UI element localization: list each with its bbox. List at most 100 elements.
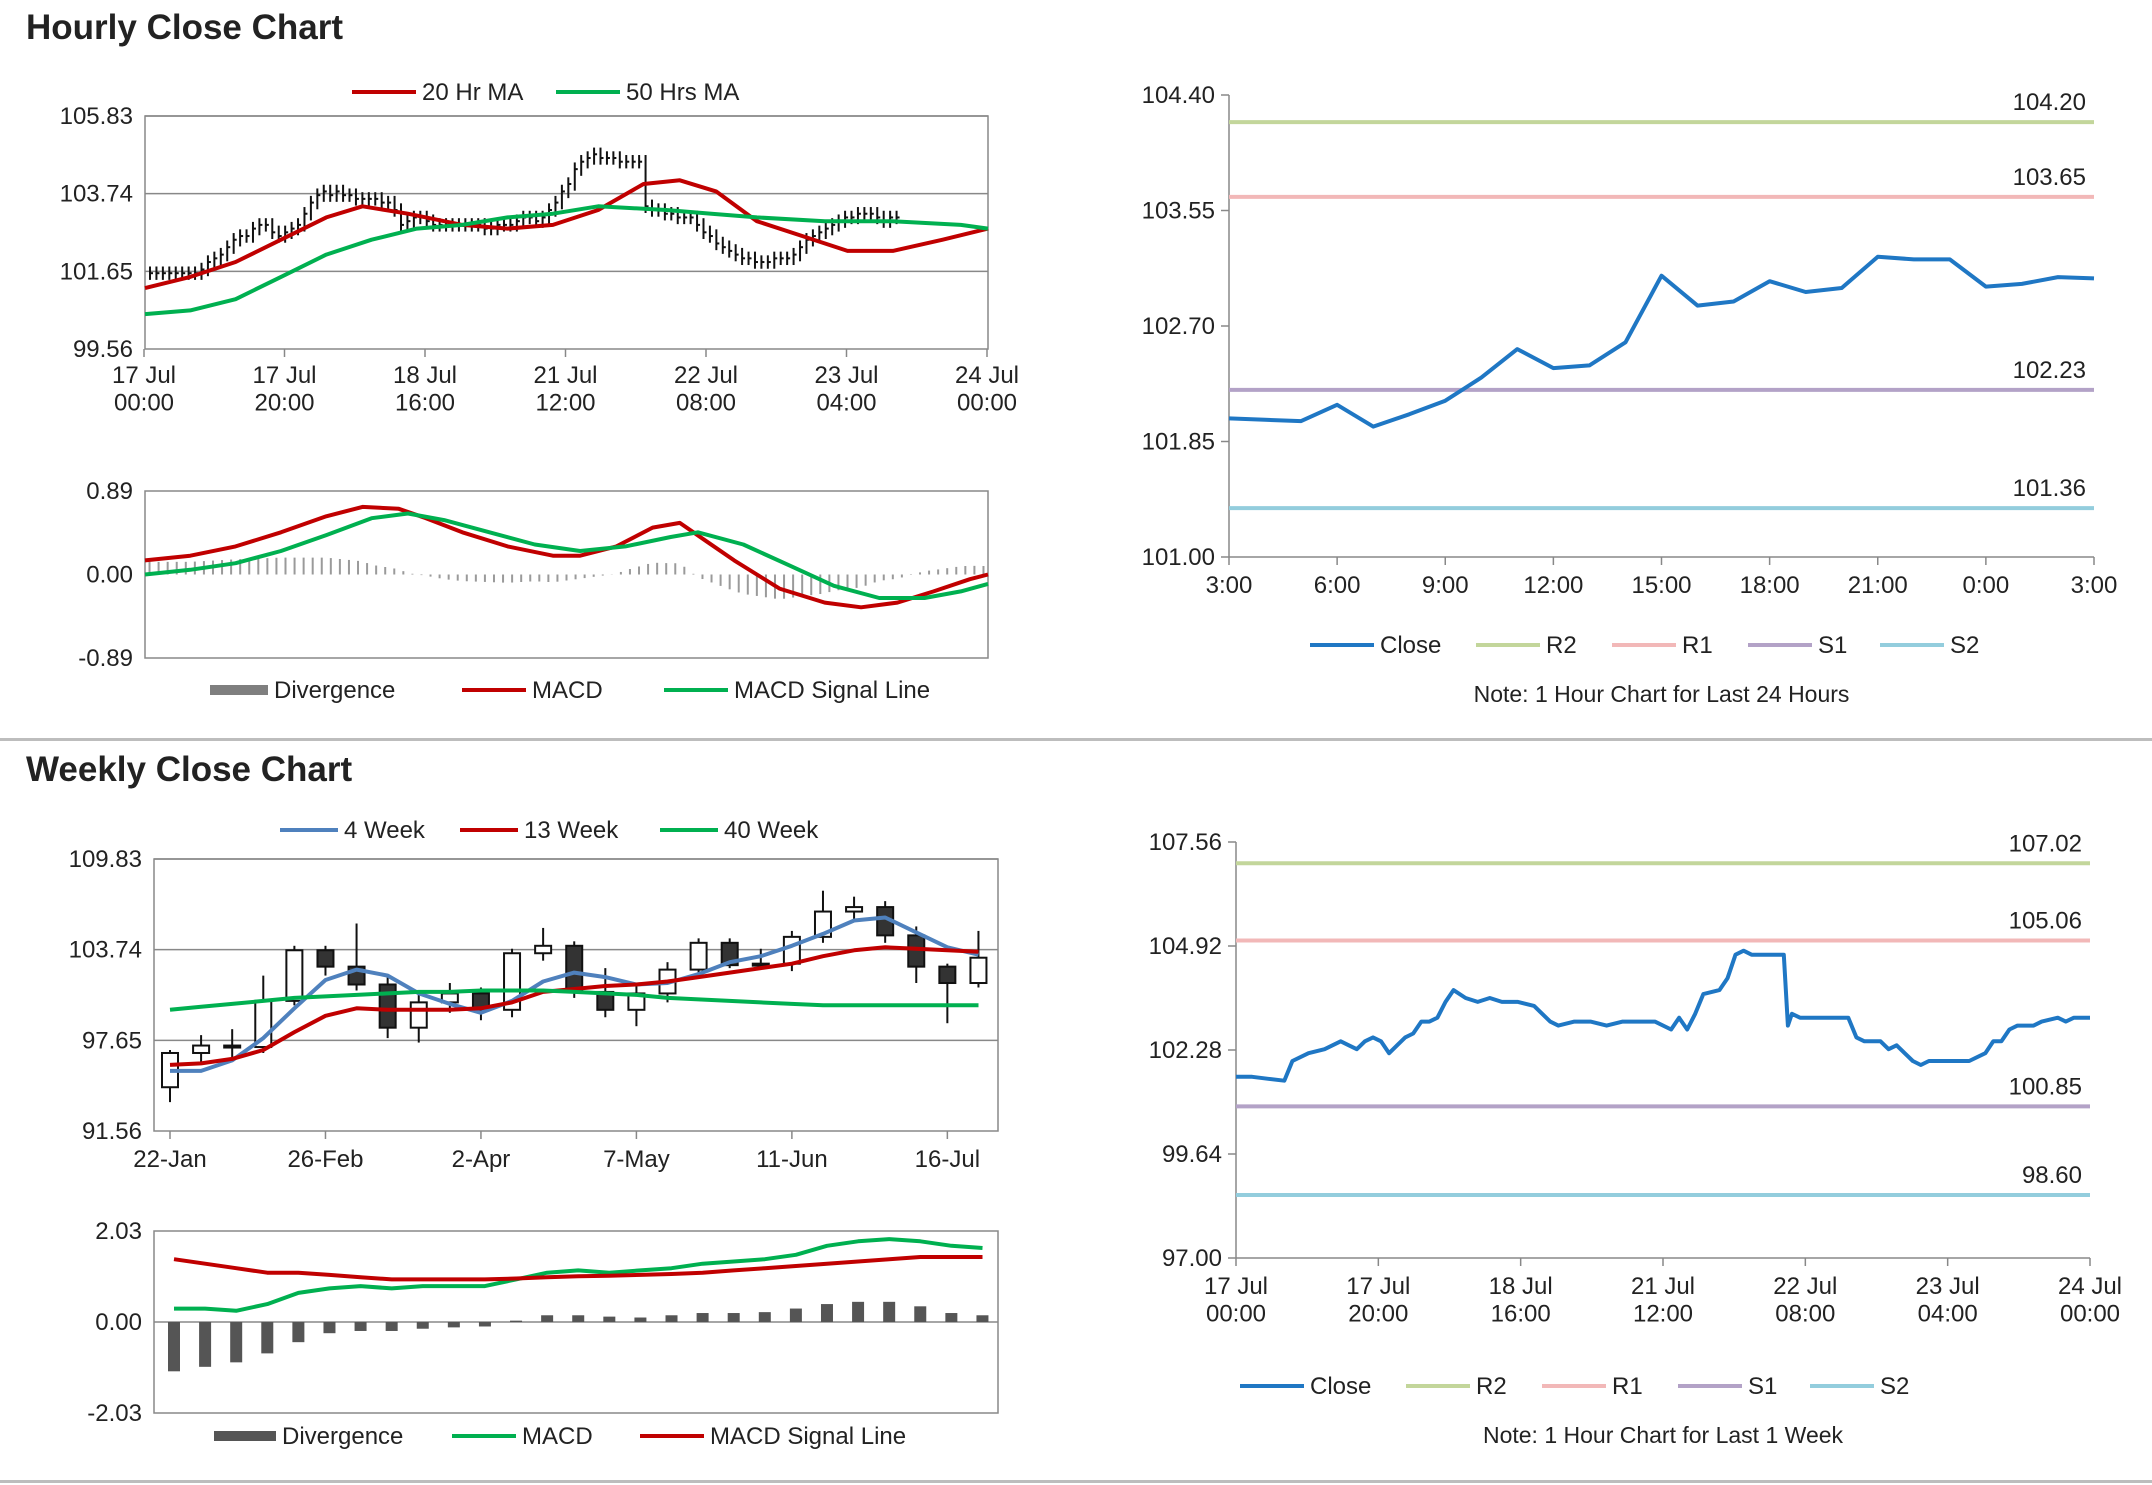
weekly-macd-divergence-bar	[199, 1322, 212, 1367]
hourly-price-bars	[149, 147, 900, 280]
weekly-price-xtick: 16-Jul	[915, 1146, 980, 1173]
weekly-price-candle-body	[223, 1044, 242, 1049]
hourly-price-xtick: 23 Jul 04:00	[814, 362, 878, 417]
weekly-price-legend-13week: 13 Week	[524, 817, 619, 844]
weekly-price-xtick: 7-May	[603, 1146, 670, 1173]
hourly-close-ytick: 101.85	[1142, 429, 1215, 456]
weekly-price-candle-body	[503, 952, 522, 1011]
hourly-section-title: Hourly Close Chart	[26, 8, 343, 47]
hourly-close-xtick: 18:00	[1740, 572, 1800, 599]
weekly-macd-divergence-bar	[914, 1306, 927, 1322]
hourly-price-xtick: 17 Jul 20:00	[252, 362, 316, 417]
hourly-close-ytick: 104.40	[1142, 82, 1215, 109]
weekly-macd-divergence-bar	[883, 1301, 896, 1322]
weekly-macd-legend-divergence-swatch	[214, 1431, 276, 1441]
hourly-close-legend-s1: S1	[1818, 632, 1847, 659]
hourly-price-ytick: 101.65	[60, 258, 133, 285]
hourly-close-ytick: 103.55	[1142, 198, 1215, 225]
weekly-price-series-13week	[169, 945, 979, 1067]
weekly-price-candle-body	[409, 1001, 428, 1029]
weekly-macd-ytick: 0.00	[95, 1309, 142, 1336]
weekly-close-xtick: 22 Jul 08:00	[1773, 1273, 1837, 1328]
hourly-price-ytick: 103.74	[60, 181, 133, 208]
hourly-price-legend-ma50: 50 Hrs MA	[626, 79, 739, 106]
hourly-price-xtick: 18 Jul 16:00	[393, 362, 457, 417]
hourly-close-xtick: 9:00	[1422, 572, 1469, 599]
hourly-macd-legend-signal: MACD Signal Line	[734, 677, 930, 704]
weekly-price-legend-40week: 40 Week	[724, 817, 819, 844]
hourly-close-legend-s2: S2	[1950, 632, 1979, 659]
hourly-macd-ytick: 0.00	[86, 562, 133, 589]
weekly-macd-divergence-bar	[385, 1322, 398, 1331]
weekly-price-xtick: 26-Feb	[287, 1146, 363, 1173]
weekly-macd-ytick: 2.03	[95, 1218, 142, 1245]
weekly-macd-divergence-bar	[945, 1313, 958, 1322]
weekly-close-level-label-s1: 100.85	[2009, 1073, 2082, 1100]
hourly-price-xtick: 22 Jul 08:00	[674, 362, 738, 417]
hourly-close-note: Note: 1 Hour Chart for Last 24 Hours	[1474, 681, 1850, 707]
weekly-macd-line	[174, 1237, 983, 1313]
hourly-price-xtick: 17 Jul 00:00	[112, 362, 176, 417]
weekly-macd-divergence-bar	[789, 1308, 802, 1322]
weekly-close-ytick: 107.56	[1149, 829, 1222, 856]
weekly-close-xtick: 23 Jul 04:00	[1916, 1273, 1980, 1328]
weekly-price-candle-body	[192, 1044, 211, 1054]
weekly-close-ytick: 97.00	[1162, 1245, 1222, 1272]
weekly-price-plot-frame	[153, 858, 999, 1132]
weekly-close-note: Note: 1 Hour Chart for Last 1 Week	[1483, 1422, 1844, 1448]
weekly-macd-divergence-bar	[447, 1322, 460, 1328]
weekly-close-level-label-r2: 107.02	[2009, 830, 2082, 857]
weekly-close-level-label-s2: 98.60	[2022, 1162, 2082, 1189]
hourly-close-xtick: 15:00	[1631, 572, 1691, 599]
hourly-close-level-label-s2: 101.36	[2013, 475, 2086, 502]
weekly-macd-divergence-bar	[230, 1322, 243, 1363]
hourly-close-close-line	[1228, 254, 2095, 429]
hourly-close-ytick: 101.00	[1142, 544, 1215, 571]
weekly-price-candle-body	[316, 949, 335, 968]
hourly-close-xtick: 3:00	[1206, 572, 1253, 599]
weekly-macd-divergence-bar	[758, 1312, 771, 1322]
hourly-macd-legend-divergence-swatch	[210, 685, 268, 695]
weekly-macd-divergence-bar	[727, 1313, 740, 1322]
weekly-price-candle-body	[969, 956, 988, 985]
weekly-macd-divergence-bar	[634, 1317, 647, 1322]
weekly-close-ytick: 102.28	[1149, 1037, 1222, 1064]
weekly-macd-divergence-bar	[696, 1313, 709, 1322]
weekly-price-ytick: 91.56	[82, 1118, 142, 1145]
weekly-macd-divergence-bar	[665, 1315, 678, 1322]
weekly-macd-legend-divergence: Divergence	[282, 1423, 403, 1450]
weekly-price-xtick: 22-Jan	[133, 1146, 206, 1173]
weekly-close-legend-r2: R2	[1476, 1373, 1507, 1400]
hourly-close-xtick: 12:00	[1523, 572, 1583, 599]
weekly-macd-divergence-bar	[820, 1304, 833, 1322]
hourly-price-xtick: 24 Jul 00:00	[955, 362, 1019, 417]
weekly-price-series-40week	[169, 988, 979, 1012]
weekly-price-xtick: 11-Jun	[756, 1146, 828, 1173]
hourly-macd-legend-divergence: Divergence	[274, 677, 395, 704]
weekly-close-legend-s2: S2	[1880, 1373, 1909, 1400]
weekly-price-candle-body	[845, 906, 864, 913]
weekly-macd-divergence-bar	[261, 1322, 274, 1354]
hourly-close-ytick: 102.70	[1142, 313, 1215, 340]
weekly-macd-signal-line	[173, 1255, 983, 1282]
weekly-price-ytick: 109.83	[69, 846, 142, 873]
weekly-close-level-label-r1: 105.06	[2009, 907, 2082, 934]
weekly-price-candle-body	[689, 941, 708, 971]
hourly-close-legend-r1: R1	[1682, 632, 1713, 659]
weekly-close-xtick: 17 Jul 20:00	[1346, 1273, 1410, 1328]
weekly-section-title: Weekly Close Chart	[26, 750, 353, 789]
bottom-divider	[0, 1480, 2152, 1483]
weekly-price-candle-body	[938, 965, 957, 985]
hourly-close-level-label-s1: 102.23	[2013, 357, 2086, 384]
hourly-price-series-ma50	[144, 204, 989, 317]
weekly-close-ytick: 104.92	[1149, 933, 1222, 960]
hourly-macd-signal-line	[144, 511, 989, 600]
weekly-macd-divergence-bar	[416, 1322, 429, 1329]
weekly-macd-divergence	[168, 1301, 989, 1372]
weekly-macd-legend-macd: MACD	[522, 1423, 593, 1450]
hourly-price-series-ma20	[144, 178, 989, 291]
hourly-price-ytick: 105.83	[60, 103, 133, 130]
weekly-macd-divergence-bar	[603, 1316, 616, 1322]
weekly-macd-divergence-bar	[323, 1322, 336, 1334]
